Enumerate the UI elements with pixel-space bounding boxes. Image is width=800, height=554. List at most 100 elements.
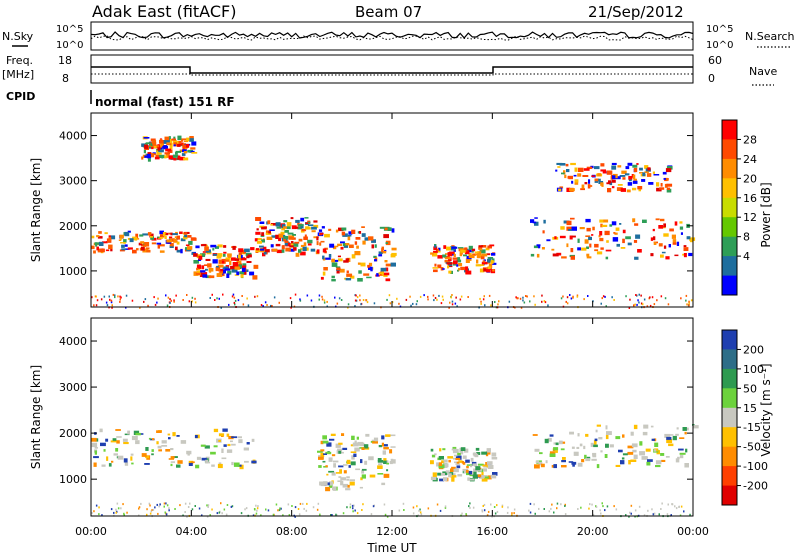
heatmap-cell xyxy=(214,246,219,249)
heatmap-cell xyxy=(558,440,563,445)
heatmap-cell xyxy=(302,502,304,505)
heatmap-cell xyxy=(216,265,219,268)
colorbar-swatch xyxy=(722,275,737,296)
heatmap-cell xyxy=(490,304,492,307)
heatmap-cell xyxy=(182,299,184,301)
heatmap-cell xyxy=(447,252,453,257)
heatmap-cell xyxy=(475,264,482,267)
heatmap-cell xyxy=(191,252,195,255)
heatmap-cell xyxy=(341,231,346,236)
heatmap-cell xyxy=(189,136,194,139)
heatmap-cell xyxy=(271,305,273,307)
heatmap-cell xyxy=(213,445,218,448)
heatmap-cell xyxy=(561,172,565,175)
heatmap-cell xyxy=(252,275,258,280)
heatmap-cell xyxy=(140,241,145,244)
heatmap-cell xyxy=(338,442,343,445)
heatmap-cell xyxy=(318,465,322,468)
heatmap-cell xyxy=(189,137,194,142)
heatmap-cell xyxy=(442,448,446,451)
heatmap-cell xyxy=(442,298,444,301)
heatmap-cell xyxy=(175,150,182,153)
heatmap-cell xyxy=(613,232,616,234)
heatmap-cell xyxy=(525,295,527,297)
heatmap-cell xyxy=(361,509,363,511)
heatmap-cell xyxy=(307,224,314,227)
heatmap-cell xyxy=(664,297,667,300)
heatmap-cell xyxy=(116,440,120,444)
heatmap-cell xyxy=(180,238,186,242)
heatmap-cell xyxy=(234,303,236,306)
heatmap-cell xyxy=(365,433,370,437)
heatmap-cell xyxy=(560,226,565,230)
heatmap-cell xyxy=(369,474,376,478)
heatmap-cell xyxy=(354,447,360,452)
heatmap-cell xyxy=(142,248,149,253)
heatmap-cell xyxy=(110,235,116,240)
heatmap-cell xyxy=(619,223,622,225)
heatmap-cell xyxy=(481,245,487,248)
y-tick-label: 2000 xyxy=(59,427,87,440)
heatmap-cell xyxy=(161,440,167,444)
heatmap-cell xyxy=(385,263,392,267)
heatmap-cell xyxy=(566,296,569,299)
heatmap-cell xyxy=(300,251,306,256)
heatmap-cell xyxy=(434,263,437,267)
heatmap-cell xyxy=(625,236,631,240)
heatmap-cell xyxy=(643,514,646,517)
colorbar-tick-label: 100 xyxy=(743,363,764,376)
heatmap-cell xyxy=(347,234,352,237)
heatmap-cell xyxy=(478,246,483,250)
heatmap-cell xyxy=(433,269,438,273)
heatmap-cell xyxy=(383,473,390,478)
heatmap-cell xyxy=(614,232,618,235)
heatmap-cell xyxy=(357,278,363,282)
heatmap-cell xyxy=(270,304,272,307)
heatmap-cell xyxy=(336,302,339,305)
heatmap-cell xyxy=(386,462,389,465)
heatmap-cell xyxy=(637,249,642,253)
heatmap-cell xyxy=(98,513,100,516)
heatmap-cell xyxy=(483,268,487,272)
heatmap-cell xyxy=(117,507,120,510)
heatmap-cell xyxy=(150,236,154,240)
heatmap-cell xyxy=(287,242,291,246)
heatmap-cell xyxy=(685,448,688,453)
time-x-axis: 00:00 04:00 08:00 12:00 16:00 20:00 00:00 xyxy=(75,113,709,538)
heatmap-cell xyxy=(151,147,154,150)
heatmap-cell xyxy=(475,466,481,471)
heatmap-cell xyxy=(356,436,359,440)
heatmap-cell xyxy=(338,465,344,468)
heatmap-cell xyxy=(95,504,98,507)
heatmap-cell xyxy=(674,254,679,257)
heatmap-cell xyxy=(516,297,518,300)
heatmap-cell xyxy=(240,274,244,278)
heatmap-cell xyxy=(491,452,497,457)
heatmap-cell xyxy=(298,513,301,516)
heatmap-cell xyxy=(184,502,187,505)
heatmap-cell xyxy=(455,296,457,299)
heatmap-cell xyxy=(135,440,140,445)
heatmap-cell xyxy=(661,459,666,462)
heatmap-cell xyxy=(592,513,595,516)
heatmap-cell xyxy=(275,222,281,227)
heatmap-cell xyxy=(651,438,655,441)
heatmap-cell xyxy=(331,472,336,476)
heatmap-cell xyxy=(532,434,538,436)
heatmap-cell xyxy=(114,296,116,299)
velocity-ylabel: Slant Range [km] xyxy=(29,365,43,469)
heatmap-cell xyxy=(110,508,113,511)
noise-tick-bottom-right: 10^0 xyxy=(706,40,733,51)
heatmap-cell xyxy=(106,456,109,461)
heatmap-cell xyxy=(202,251,208,253)
heatmap-cell xyxy=(276,249,283,254)
heatmap-cell xyxy=(240,512,243,515)
heatmap-cell xyxy=(551,248,555,251)
heatmap-cell xyxy=(485,454,489,457)
heatmap-cell xyxy=(671,234,676,239)
heatmap-cell xyxy=(450,475,457,478)
heatmap-cell xyxy=(280,507,282,510)
heatmap-cell xyxy=(169,245,174,248)
heatmap-cell xyxy=(481,468,487,472)
heatmap-cell xyxy=(479,297,481,300)
